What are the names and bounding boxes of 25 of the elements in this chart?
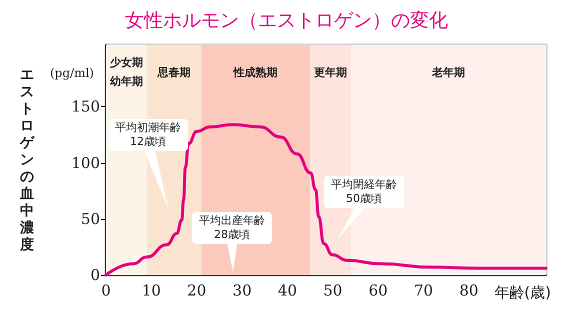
annotation: 平均初潮年齢 12歳頃 bbox=[108, 119, 188, 151]
x-tick-label: 40 bbox=[278, 282, 297, 300]
y-tick-label: 150 bbox=[71, 98, 100, 116]
band-label: 老年期 bbox=[430, 66, 465, 79]
band-label: 更年期 bbox=[314, 66, 348, 79]
x-tick-label: 10 bbox=[142, 282, 161, 300]
annotation: 平均閉経年齢 50歳頃 bbox=[324, 176, 404, 208]
band-label: 性成熟期 bbox=[232, 66, 278, 79]
x-tick-label: 0 bbox=[101, 282, 111, 300]
chart-title: 女性ホルモン（エストロゲン）の変化 bbox=[125, 10, 448, 32]
x-tick-label: 70 bbox=[414, 282, 434, 300]
x-tick-label: 60 bbox=[368, 282, 388, 300]
x-tick-label: 80 bbox=[459, 282, 478, 300]
y-tick-label: 50 bbox=[80, 210, 100, 228]
band-label: 思春期 bbox=[156, 66, 191, 79]
y-tick-label: 100 bbox=[71, 154, 100, 172]
x-axis-title: 年齢(歳) bbox=[494, 284, 551, 302]
text: (pg/ml) bbox=[50, 66, 94, 80]
band-label: 少女期幼年期 bbox=[108, 56, 143, 88]
annotation: 平均出産年齢 28歳頃 bbox=[192, 212, 272, 244]
text: エストロゲンの血中濃度 bbox=[20, 67, 34, 253]
x-tick-label: 50 bbox=[323, 282, 342, 300]
x-tick-label: 30 bbox=[232, 282, 252, 300]
x-tick-label: 20 bbox=[187, 282, 206, 300]
y-tick-label: 0 bbox=[90, 266, 100, 284]
